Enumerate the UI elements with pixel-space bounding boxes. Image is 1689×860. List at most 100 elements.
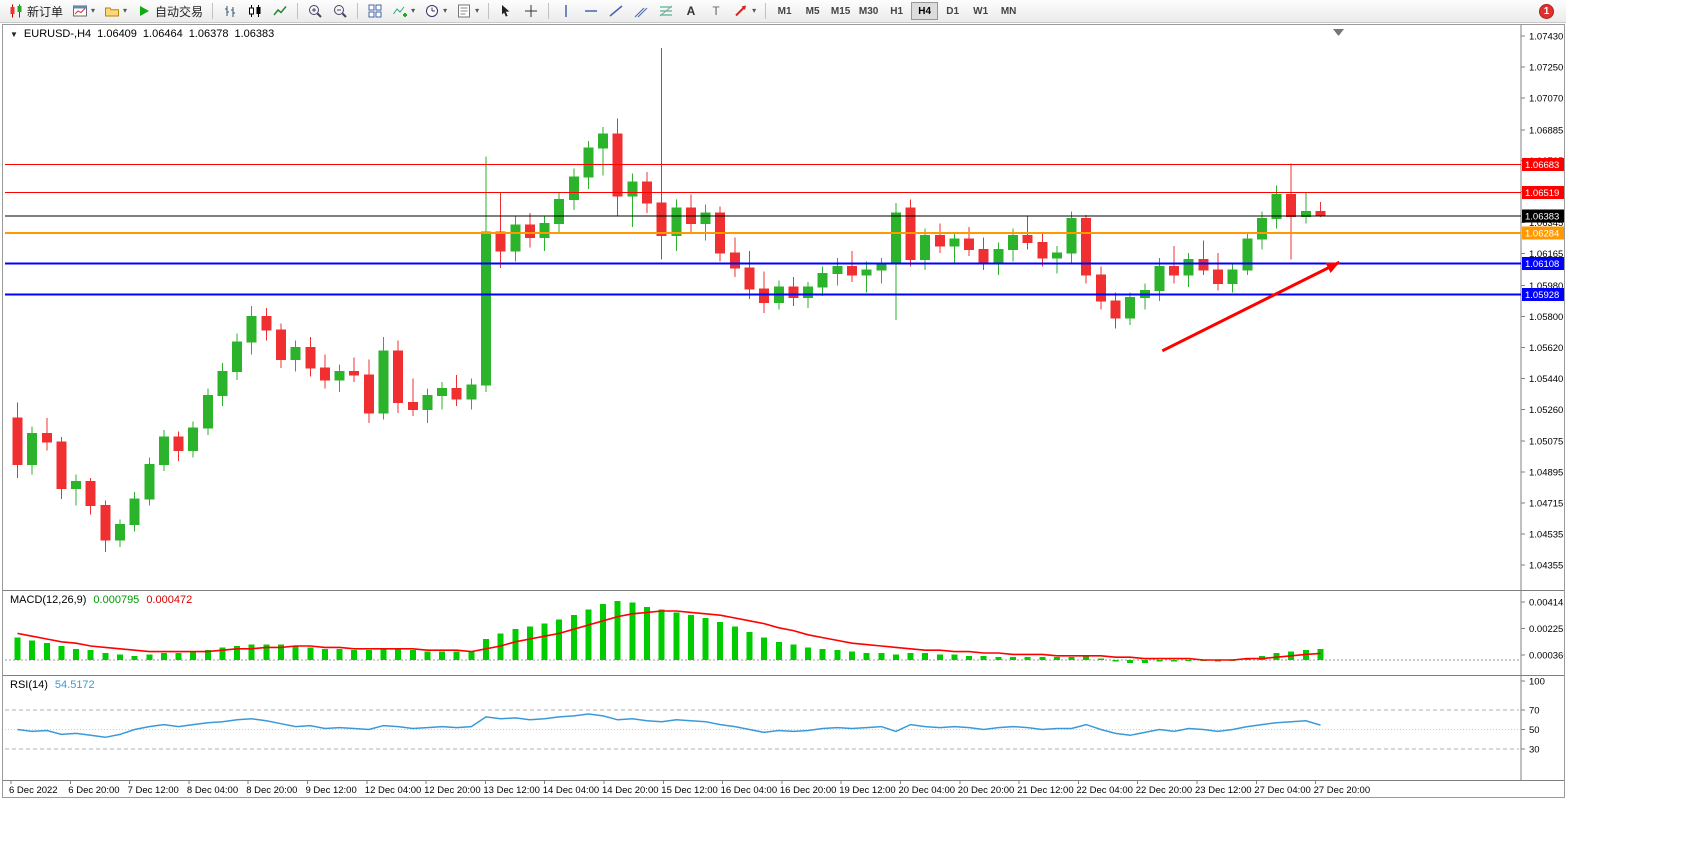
trendline-button[interactable] xyxy=(604,1,628,21)
equidistant-channel-icon xyxy=(634,7,648,18)
macd-histogram-bar xyxy=(336,648,343,660)
macd-histogram-bar xyxy=(380,648,387,660)
horizontal-line-button[interactable] xyxy=(579,1,603,21)
candle-body xyxy=(759,288,770,304)
macd-histogram-bar xyxy=(541,623,548,660)
toolbar-separator xyxy=(765,3,767,19)
indicators-button[interactable]: ▾ xyxy=(388,1,419,21)
timeframe-h4-button[interactable]: H4 xyxy=(911,2,939,20)
timeframe-mn-button[interactable]: MN xyxy=(995,2,1022,20)
timeframe-d1-button[interactable]: D1 xyxy=(939,2,966,20)
candlestick-chart-button[interactable] xyxy=(243,1,267,21)
toolbar-separator xyxy=(488,3,490,19)
cursor-button[interactable] xyxy=(494,1,518,21)
macd-histogram-bar xyxy=(775,641,782,660)
text-label-button[interactable]: T xyxy=(704,1,728,21)
bar-chart-button[interactable] xyxy=(218,1,242,21)
price-line-label-box xyxy=(1522,158,1564,172)
macd-histogram-bar xyxy=(278,644,285,660)
fibonacci-button[interactable] xyxy=(654,1,678,21)
candle-body xyxy=(173,436,184,452)
autotrading-button[interactable]: 自动交易 xyxy=(132,1,207,21)
candle-body xyxy=(1125,296,1136,319)
price-axis-label: 1.07070 xyxy=(1529,93,1563,104)
zoom-in-button[interactable] xyxy=(303,1,327,21)
timeframe-m15-button[interactable]: M15 xyxy=(827,2,854,20)
candle-body xyxy=(934,235,945,247)
vertical-line-button[interactable] xyxy=(554,1,578,21)
profiles-button[interactable]: ▾ xyxy=(100,1,131,21)
timeframe-m30-button[interactable]: M30 xyxy=(855,2,882,20)
macd-histogram-bar xyxy=(131,655,138,660)
time-axis-label: 6 Dec 20:00 xyxy=(68,785,119,796)
equidistant-channel-button[interactable] xyxy=(629,1,653,21)
candle-body xyxy=(261,315,272,331)
timeframe-m1-button[interactable]: M1 xyxy=(771,2,798,20)
zoom-out-button[interactable] xyxy=(328,1,352,21)
timeframe-w1-button[interactable]: W1 xyxy=(967,2,994,20)
rsi-name: RSI(14) xyxy=(10,679,48,691)
time-axis-label: 9 Dec 12:00 xyxy=(306,785,357,796)
rsi-line xyxy=(17,713,1321,739)
macd-histogram-bar xyxy=(805,647,812,660)
macd-histogram-bar xyxy=(1097,658,1104,660)
macd-histogram-bar xyxy=(556,619,563,660)
macd-histogram-bar xyxy=(1141,660,1148,663)
candle-body xyxy=(334,370,345,381)
periods-button[interactable]: ▾ xyxy=(420,1,451,21)
candle-body xyxy=(393,350,404,403)
tile-windows-button[interactable] xyxy=(363,1,387,21)
macd-histogram-bar xyxy=(102,653,109,660)
macd-histogram-bar xyxy=(995,657,1002,660)
candle-body xyxy=(583,147,594,178)
macd-histogram-bar xyxy=(1024,657,1031,660)
toolbar-separator xyxy=(548,3,550,19)
text-button[interactable]: A xyxy=(679,1,703,21)
candle-body xyxy=(1300,210,1311,218)
candle-body xyxy=(1095,274,1106,302)
price-axis-label: 1.05440 xyxy=(1529,374,1563,385)
new-chart-button[interactable]: ▾ xyxy=(68,1,99,21)
svg-text:T: T xyxy=(712,4,720,18)
periods-icon xyxy=(426,5,439,17)
notification-badge[interactable]: 1 xyxy=(1539,3,1554,19)
candle-body xyxy=(217,370,228,397)
toolbar-separator xyxy=(212,3,214,19)
macd-histogram-bar xyxy=(58,646,65,660)
candle-body xyxy=(964,238,975,250)
ohlc-high: 1.06464 xyxy=(142,28,183,40)
timeframe-m5-button[interactable]: M5 xyxy=(799,2,826,20)
trend-arrow[interactable] xyxy=(1161,260,1341,353)
templates-button[interactable]: ▾ xyxy=(452,1,483,21)
time-axis-label: 7 Dec 12:00 xyxy=(128,785,179,796)
chart-shift-marker[interactable] xyxy=(1333,29,1344,36)
line-chart-button[interactable] xyxy=(268,1,292,21)
crosshair-button[interactable] xyxy=(519,1,543,21)
candle-body xyxy=(437,388,448,397)
chart-canvas[interactable]: 1.074301.072501.070701.068851.067051.065… xyxy=(3,25,1564,797)
macd-axis-label: 0.000366 xyxy=(1529,650,1564,661)
macd-histogram-bar xyxy=(570,615,577,660)
indicators-icon xyxy=(393,6,408,17)
candle-body xyxy=(407,401,418,410)
timeframe-h1-button[interactable]: H1 xyxy=(883,2,910,20)
arrows-button[interactable]: ▾ xyxy=(729,1,760,21)
new-order-button[interactable]: 新订单 xyxy=(4,1,67,21)
macd-histogram-bar xyxy=(1127,660,1134,663)
candle-body xyxy=(114,524,125,541)
ohlc-open: 1.06409 xyxy=(97,28,137,40)
ohlc-close: 1.06383 xyxy=(234,28,275,40)
candle-body xyxy=(568,176,579,200)
macd-histogram-bar xyxy=(863,653,870,660)
macd-histogram-bar xyxy=(585,609,592,660)
macd-header: MACD(12,26,9) 0.000795 0.000472 xyxy=(10,594,192,606)
candle-body xyxy=(524,224,535,238)
candle-body xyxy=(12,417,23,465)
candle-body xyxy=(1271,193,1282,219)
chart-collapse-icon[interactable]: ▼ xyxy=(10,29,18,39)
macd-histogram-bar xyxy=(146,654,153,660)
cursor-icon xyxy=(502,5,510,17)
price-line-label-box xyxy=(1522,186,1564,200)
candle-body xyxy=(319,367,330,381)
macd-histogram-bar xyxy=(116,654,123,660)
